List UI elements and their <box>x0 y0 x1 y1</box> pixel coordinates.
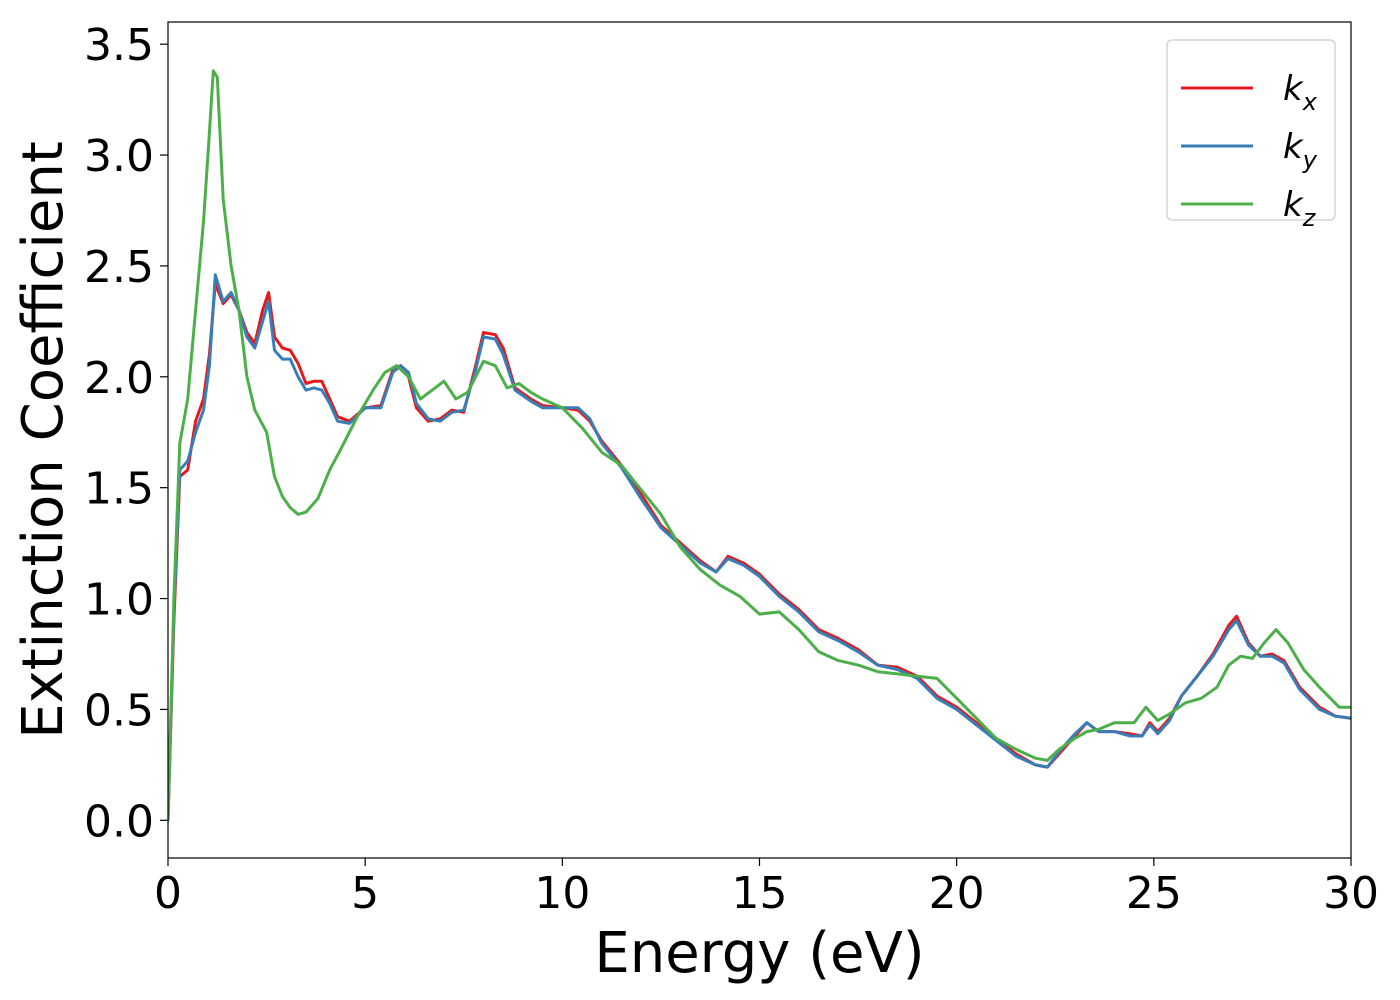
x-tick-label: 5 <box>351 868 379 919</box>
y-tick-label: 1.0 <box>84 575 154 626</box>
legend-label-main: k <box>1283 127 1304 167</box>
series-line-k-z <box>168 69 1351 822</box>
y-tick-label: 3.0 <box>84 131 154 182</box>
x-tick-label: 15 <box>732 868 788 919</box>
legend-label-k-z: kz <box>1283 185 1317 232</box>
y-axis: 0.0 0.5 1.0 1.5 2.0 2.5 3.0 3.5 <box>84 20 168 847</box>
legend-label-subscript: z <box>1302 204 1317 232</box>
y-tick-label: 2.5 <box>84 242 154 293</box>
legend-label-subscript: y <box>1302 146 1318 174</box>
legend-label-subscript: x <box>1302 88 1318 116</box>
x-axis-title: Energy (eV) <box>594 921 924 986</box>
y-tick-label: 1.5 <box>84 464 154 515</box>
x-tick-label: 10 <box>534 868 590 919</box>
y-tick-label: 0.0 <box>84 796 154 847</box>
series-layer <box>168 69 1351 822</box>
x-tick-label: 20 <box>929 868 985 919</box>
legend-label-main: k <box>1283 185 1304 225</box>
y-tick-label: 3.5 <box>84 20 154 71</box>
x-tick-label: 25 <box>1126 868 1182 919</box>
legend-label-k-x: kx <box>1283 69 1318 116</box>
x-tick-label: 0 <box>154 868 182 919</box>
legend-box <box>1166 39 1336 221</box>
y-axis-title: Extinction Coefficient <box>11 141 76 739</box>
y-tick-label: 2.0 <box>84 353 154 404</box>
legend-label-main: k <box>1283 69 1304 109</box>
legend-label-k-y: ky <box>1283 127 1318 174</box>
x-axis: 0 5 10 15 20 25 30 <box>154 858 1379 919</box>
y-tick-label: 0.5 <box>84 685 154 736</box>
x-tick-label: 30 <box>1323 868 1379 919</box>
